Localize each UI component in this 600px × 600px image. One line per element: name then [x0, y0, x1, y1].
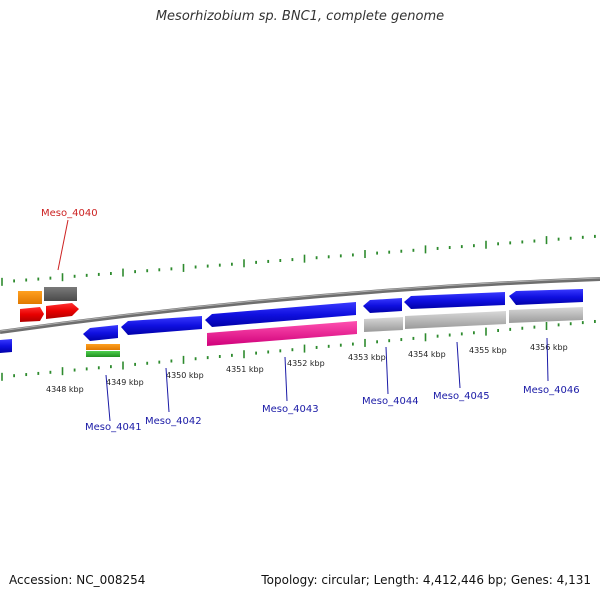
- gene-feature[interactable]: [44, 287, 77, 301]
- gene-feature-meso-4042[interactable]: [121, 316, 202, 335]
- leader-line: [456, 341, 461, 389]
- leader-line: [546, 337, 549, 382]
- leader-line: [284, 356, 288, 402]
- gene-feature[interactable]: [364, 317, 403, 332]
- gene-label-meso-4045[interactable]: Meso_4045: [433, 391, 490, 402]
- kbp-label: 4352 kbp: [287, 359, 325, 368]
- leader-line: [57, 219, 69, 271]
- upper-tick-row: [1, 234, 596, 286]
- gene-label-meso-4046[interactable]: Meso_4046: [523, 385, 580, 396]
- kbp-label: 4351 kbp: [226, 365, 264, 374]
- leader-line: [385, 346, 389, 395]
- kbp-label: 4356 kbp: [530, 343, 568, 352]
- lower-tick-row: [1, 319, 596, 381]
- gene-feature[interactable]: [405, 311, 506, 329]
- accession-text: Accession: NC_008254: [9, 573, 146, 587]
- backbone-highlight: [0, 277, 600, 332]
- gene-feature-meso-4043[interactable]: [205, 302, 356, 327]
- kbp-label: 4349 kbp: [106, 378, 144, 387]
- gene-label-meso-4043[interactable]: Meso_4043: [262, 404, 319, 415]
- gene-label-meso-4044[interactable]: Meso_4044: [362, 396, 419, 407]
- kbp-label: 4353 kbp: [348, 353, 386, 362]
- map-title: Mesorhizobium sp. BNC1, complete genome: [155, 9, 445, 24]
- kbp-label: 4348 kbp: [46, 385, 84, 394]
- leader-line: [165, 367, 170, 413]
- backbone-line: [0, 277, 600, 334]
- kbp-label: 4350 kbp: [166, 371, 204, 380]
- gene-feature[interactable]: [18, 291, 42, 304]
- leader-line: [105, 374, 111, 422]
- gene-label-meso-4040[interactable]: Meso_4040: [41, 208, 98, 219]
- gene-feature-meso-4041[interactable]: [83, 325, 118, 341]
- genome-map: 4348 kbp 4349 kbp 4350 kbp 4351 kbp 4352…: [0, 208, 600, 433]
- gene-feature[interactable]: [86, 344, 120, 350]
- plus-strand-features: [18, 287, 79, 322]
- kbp-labels: 4348 kbp 4349 kbp 4350 kbp 4351 kbp 4352…: [46, 343, 568, 394]
- gene-feature[interactable]: [509, 307, 583, 323]
- gene-label-meso-4042[interactable]: Meso_4042: [145, 416, 202, 427]
- gene-feature[interactable]: [0, 339, 12, 353]
- gene-feature-meso-4040[interactable]: [20, 307, 44, 322]
- gene-feature[interactable]: [207, 321, 357, 346]
- gene-feature-meso-4046[interactable]: [509, 289, 583, 305]
- gene-label-meso-4041[interactable]: Meso_4041: [85, 422, 142, 433]
- genome-summary-text: Topology: circular; Length: 4,412,446 bp…: [261, 573, 591, 587]
- gene-feature[interactable]: [46, 303, 79, 319]
- gene-feature[interactable]: [86, 351, 120, 357]
- gene-feature-meso-4044[interactable]: [363, 298, 402, 313]
- gene-labels: Meso_4040 Meso_4041 Meso_4042 Meso_4043 …: [41, 208, 580, 433]
- kbp-label: 4355 kbp: [469, 346, 507, 355]
- kbp-label: 4354 kbp: [408, 350, 446, 359]
- minus-strand-features: [0, 289, 583, 357]
- gene-feature-meso-4045[interactable]: [404, 292, 505, 309]
